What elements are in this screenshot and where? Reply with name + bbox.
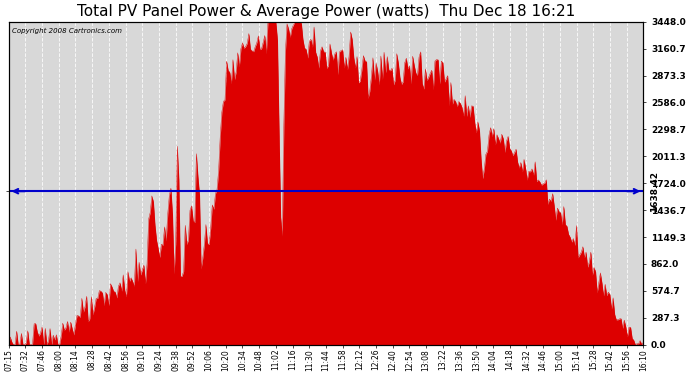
Text: 1638.42: 1638.42 xyxy=(650,171,659,212)
Text: Copyright 2008 Cartronics.com: Copyright 2008 Cartronics.com xyxy=(12,28,122,34)
Title: Total PV Panel Power & Average Power (watts)  Thu Dec 18 16:21: Total PV Panel Power & Average Power (wa… xyxy=(77,4,575,19)
